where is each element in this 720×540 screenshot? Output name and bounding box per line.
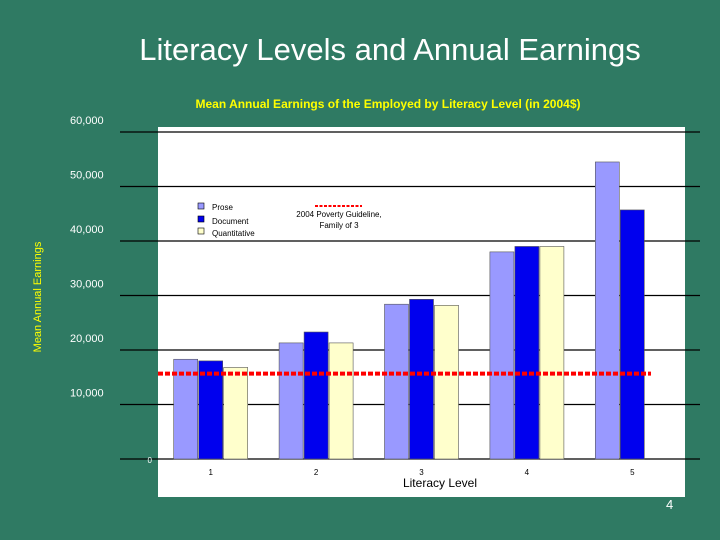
x-tick-label: 4 xyxy=(525,468,530,477)
legend-label-prose: Prose xyxy=(212,203,233,212)
bar-quantitative-2 xyxy=(328,342,354,460)
legend-label-poverty-line2: Family of 3 xyxy=(319,221,359,230)
y-tick-label: 30,000 xyxy=(70,279,104,291)
bar-quantitative-3 xyxy=(434,305,459,460)
legend-label-poverty-line1: 2004 Poverty Guideline, xyxy=(296,210,381,219)
bar-prose-2 xyxy=(278,342,304,460)
x-tick-label: 3 xyxy=(419,468,424,477)
y-tick-label: 0 xyxy=(148,456,153,465)
bar-quantitative-4 xyxy=(539,246,565,460)
y-axis-label: Mean Annual Earnings xyxy=(32,241,44,352)
bar-document-5 xyxy=(619,209,645,460)
x-axis-label: Literacy Level xyxy=(403,476,477,490)
legend-swatch-document xyxy=(197,215,205,223)
bar-quantitative-1 xyxy=(223,367,248,460)
legend: Prose Document Quantitative 2004 Poverty… xyxy=(197,202,382,238)
bar-document-3 xyxy=(409,299,434,460)
legend-swatch-quantitative xyxy=(197,227,205,235)
chart-title: Mean Annual Earnings of the Employed by … xyxy=(195,97,581,111)
page-number: 4 xyxy=(666,497,674,512)
bars xyxy=(173,161,645,460)
x-tick-labels: 1 2 3 4 5 xyxy=(208,468,635,477)
x-tick-label: 2 xyxy=(314,468,319,477)
bar-document-4 xyxy=(514,246,540,460)
slide-title: Literacy Levels and Annual Earnings xyxy=(139,32,641,67)
y-tick-label: 10,000 xyxy=(70,388,104,400)
bar-prose-3 xyxy=(384,303,409,460)
x-tick-label: 1 xyxy=(208,468,213,477)
y-tick-label: 50,000 xyxy=(70,170,104,182)
x-tick-label: 5 xyxy=(630,468,635,477)
y-tick-label: 60,000 xyxy=(70,115,104,127)
y-tick-label: 20,000 xyxy=(70,333,104,345)
legend-swatch-prose xyxy=(197,202,205,210)
y-tick-label: 40,000 xyxy=(70,224,104,236)
bar-document-2 xyxy=(303,331,329,460)
legend-label-document: Document xyxy=(212,217,249,226)
bar-document-1 xyxy=(198,360,223,460)
y-tick-labels: 0 10,000 20,000 30,000 40,000 50,000 60,000 xyxy=(70,115,153,465)
bar-prose-4 xyxy=(489,251,515,460)
bar-prose-1 xyxy=(173,358,198,460)
bar-prose-5 xyxy=(594,161,620,460)
legend-label-quantitative: Quantitative xyxy=(212,229,255,238)
